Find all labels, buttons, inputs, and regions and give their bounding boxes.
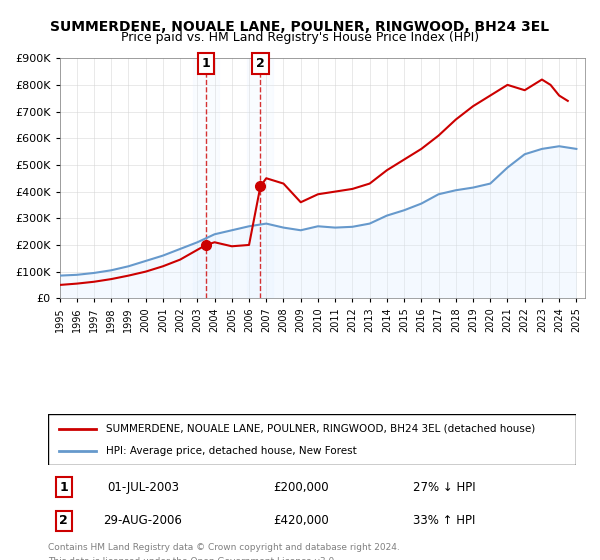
Text: £420,000: £420,000	[274, 514, 329, 528]
Text: 01-JUL-2003: 01-JUL-2003	[107, 480, 179, 494]
Bar	[193, 58, 219, 298]
Bar	[247, 58, 274, 298]
Text: 1: 1	[202, 57, 211, 70]
Text: 33% ↑ HPI: 33% ↑ HPI	[413, 514, 475, 528]
Text: £200,000: £200,000	[274, 480, 329, 494]
Text: 29-AUG-2006: 29-AUG-2006	[104, 514, 182, 528]
Text: 2: 2	[256, 57, 265, 70]
Text: 27% ↓ HPI: 27% ↓ HPI	[413, 480, 475, 494]
Text: Contains HM Land Registry data © Crown copyright and database right 2024.: Contains HM Land Registry data © Crown c…	[48, 543, 400, 552]
Text: 2: 2	[59, 514, 68, 528]
FancyBboxPatch shape	[48, 414, 576, 465]
Text: SUMMERDENE, NOUALE LANE, POULNER, RINGWOOD, BH24 3EL: SUMMERDENE, NOUALE LANE, POULNER, RINGWO…	[50, 20, 550, 34]
Text: HPI: Average price, detached house, New Forest: HPI: Average price, detached house, New …	[106, 446, 357, 456]
Text: This data is licensed under the Open Government Licence v3.0.: This data is licensed under the Open Gov…	[48, 557, 337, 560]
Text: Price paid vs. HM Land Registry's House Price Index (HPI): Price paid vs. HM Land Registry's House …	[121, 31, 479, 44]
Text: SUMMERDENE, NOUALE LANE, POULNER, RINGWOOD, BH24 3EL (detached house): SUMMERDENE, NOUALE LANE, POULNER, RINGWO…	[106, 423, 535, 433]
Text: 1: 1	[59, 480, 68, 494]
